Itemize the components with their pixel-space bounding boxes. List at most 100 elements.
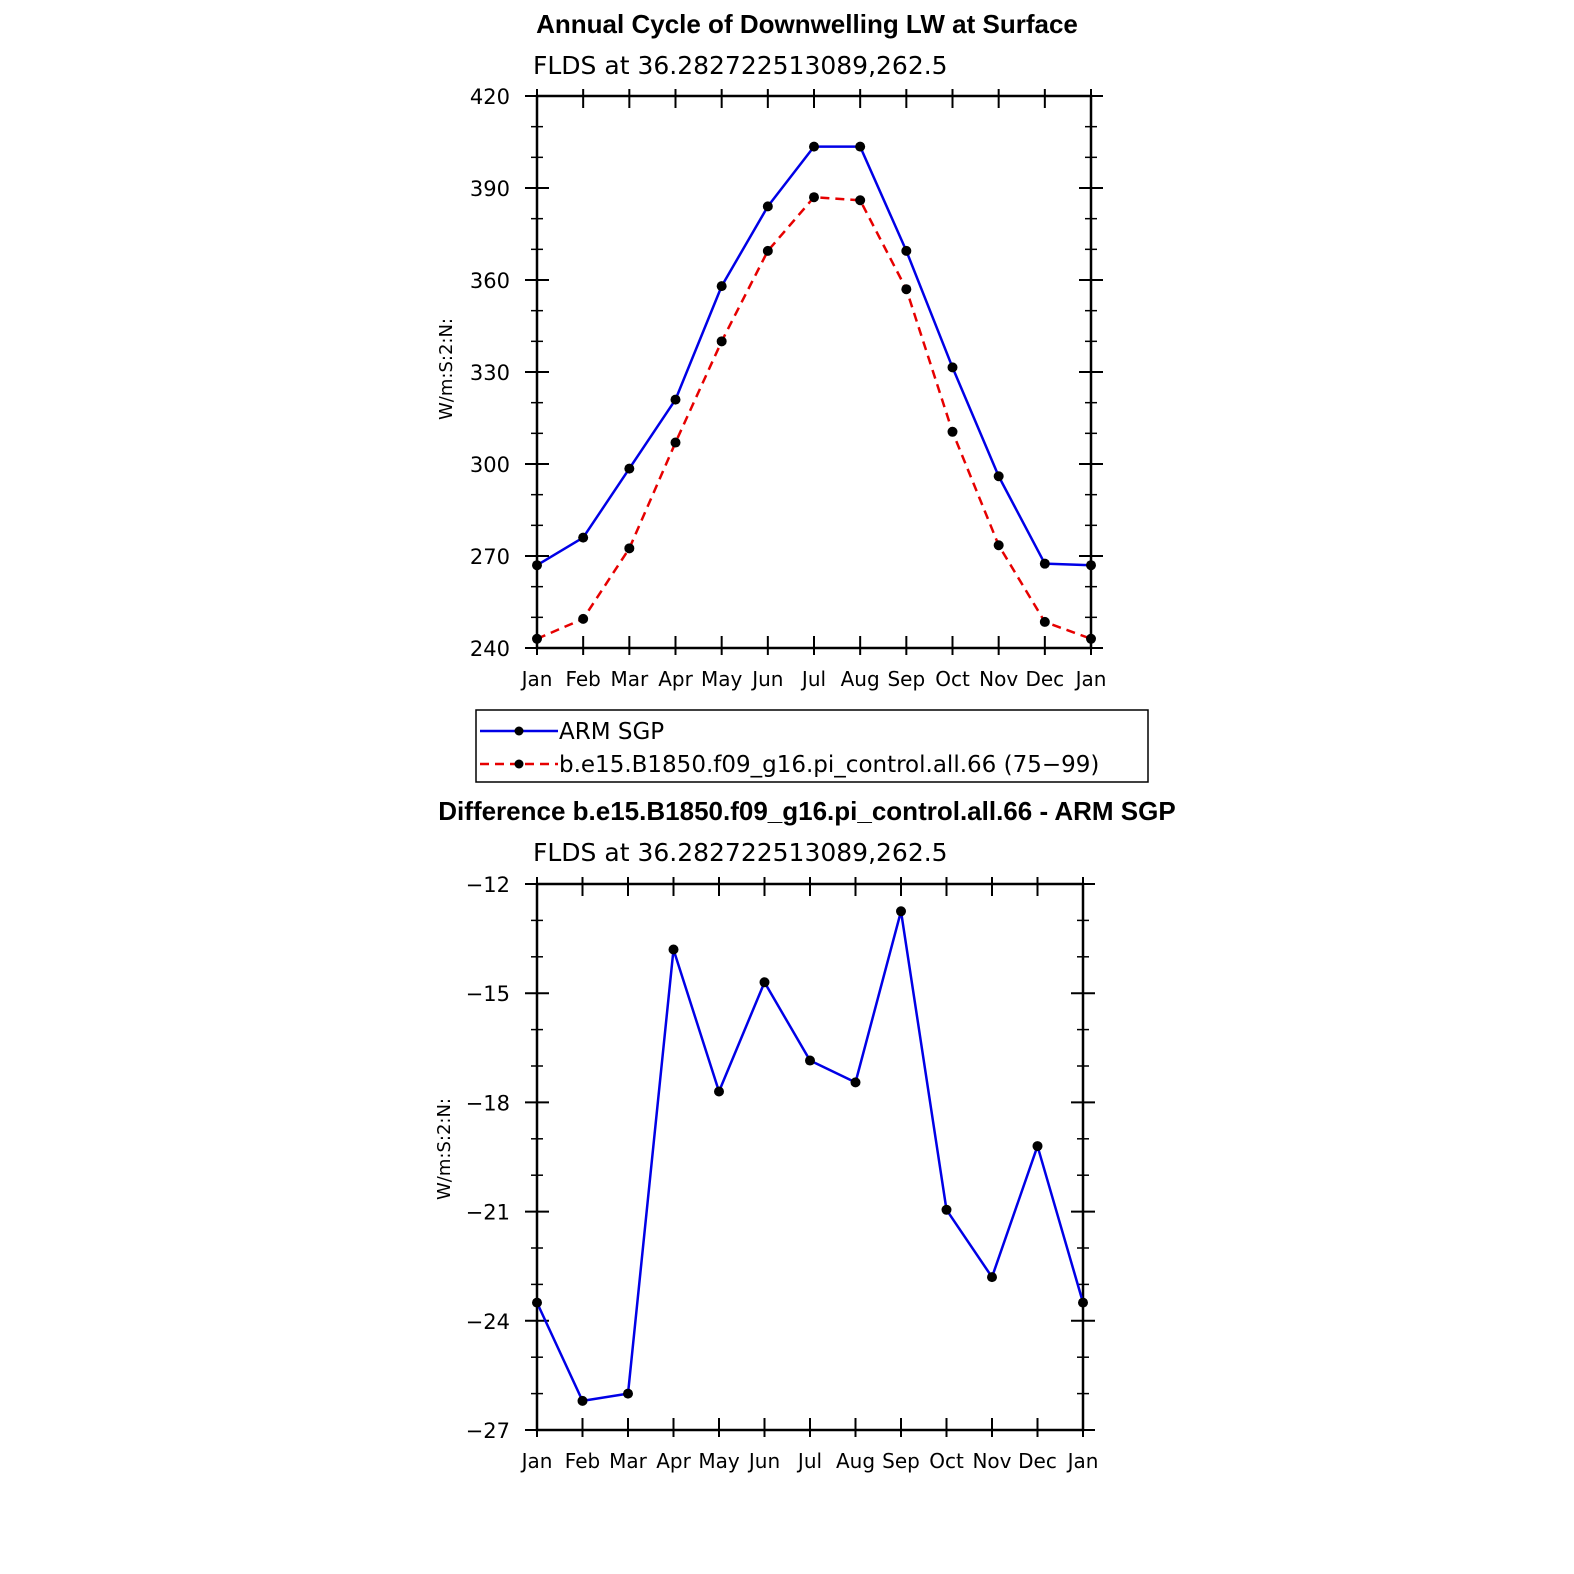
top-y-tick-label: 390 <box>470 177 510 201</box>
top-series-0-point <box>716 281 727 292</box>
bottom-series-0-point <box>668 944 679 955</box>
top-series-0-point <box>809 141 819 152</box>
bottom-x-tick-label: Mar <box>609 1449 648 1473</box>
bottom-y-tick-label: −15 <box>466 982 510 1006</box>
bottom-x-tick-label: Apr <box>656 1449 691 1473</box>
top-y-tick-label: 330 <box>470 361 510 385</box>
top-series-1-point <box>578 613 589 624</box>
bottom-series-0-point <box>805 1055 815 1066</box>
bottom-y-tick-label: −27 <box>466 1419 510 1443</box>
top-chart-title: Annual Cycle of Downwelling LW at Surfac… <box>536 9 1078 39</box>
bottom-x-tick-label: Feb <box>565 1449 600 1473</box>
top-y-tick-label: 300 <box>470 453 510 477</box>
bottom-chart-title: Difference b.e15.B1850.f09_g16.pi_contro… <box>438 796 1175 826</box>
bottom-x-tick-label: Jul <box>796 1449 822 1473</box>
top-series-0-point <box>624 463 635 474</box>
bottom-x-tick-label: Oct <box>929 1449 964 1473</box>
bottom-x-tick-label: May <box>698 1449 740 1473</box>
top-x-tick-label: Jan <box>1074 667 1107 691</box>
legend-marker-arm-sgp <box>514 726 524 736</box>
top-plot-frame <box>535 94 1093 650</box>
bottom-x-tick-label: Nov <box>972 1449 1011 1473</box>
top-x-tick-label: May <box>701 667 743 691</box>
bottom-series-0-point <box>941 1204 952 1215</box>
top-series-1-point <box>532 633 542 644</box>
top-x-tick-label: Mar <box>610 667 649 691</box>
bottom-y-tick-label: −18 <box>466 1091 510 1115</box>
bottom-plot-frame <box>535 882 1085 1432</box>
bottom-x-tick-label: Jun <box>747 1449 780 1473</box>
top-x-tick-label: Aug <box>841 667 880 691</box>
bottom-series-0-point <box>577 1395 588 1406</box>
top-series-0-point <box>670 394 681 405</box>
top-series-0-point <box>762 201 773 212</box>
bottom-series-0-point <box>714 1086 724 1097</box>
bottom-y-tick-label: −21 <box>466 1201 510 1225</box>
top-series-1-point <box>855 195 866 206</box>
bottom-series-0-point <box>1032 1141 1043 1152</box>
bottom-series-0-point <box>987 1272 997 1283</box>
difference-panel: Difference b.e15.B1850.f09_g16.pi_contro… <box>434 796 1176 1473</box>
top-series-0-point <box>993 471 1004 482</box>
bottom-y-axis-label: W/m:S:2:N: <box>434 1098 455 1200</box>
top-plot-area: Jan Feb Mar Apr May Jun Jul Aug Sep Oct Nov Dec Jan 2… <box>470 85 1107 691</box>
top-series-1-point <box>624 543 635 554</box>
top-y-axis-label: W/m:S:2:N: <box>436 318 457 420</box>
bottom-x-tick-label: Jan <box>1066 1449 1099 1473</box>
top-series-0-point <box>947 362 958 373</box>
top-series-0-point <box>1086 560 1096 571</box>
top-y-tick-label: 360 <box>470 269 510 293</box>
top-series-1-line <box>536 195 1092 640</box>
top-y-tick-label: 420 <box>470 85 510 109</box>
top-series-0-point <box>901 245 912 256</box>
bottom-series-0-point <box>1078 1297 1088 1308</box>
bottom-y-tick-label: −12 <box>466 873 510 897</box>
legend-label-model: b.e15.B1850.f09_g16.pi_control.all.66 (7… <box>559 752 1099 778</box>
top-x-tick-label: Jun <box>750 667 783 691</box>
top-x-tick-label: Dec <box>1025 667 1064 691</box>
bottom-series-0-point <box>623 1388 633 1399</box>
legend: ARM SGP b.e15.B1850.f09_g16.pi_control.a… <box>475 709 1149 783</box>
top-series-0-point <box>855 141 866 152</box>
top-series-1-point <box>762 245 773 256</box>
bottom-x-tick-label: Sep <box>882 1449 920 1473</box>
top-series-0-point <box>578 532 589 543</box>
bottom-plot-area: Jan Feb Mar Apr May Jun Jul Aug Sep Oct Nov Dec Jan−… <box>466 873 1099 1473</box>
top-series-1-point <box>1039 616 1050 627</box>
bottom-x-tick-label: Jan <box>520 1449 553 1473</box>
legend-label-arm-sgp: ARM SGP <box>559 719 664 745</box>
top-series-1-point <box>809 192 819 203</box>
top-x-tick-label: Apr <box>658 667 693 691</box>
top-x-tick-label: Jan <box>520 667 553 691</box>
bottom-y-tick-label: −24 <box>466 1310 510 1334</box>
annual-cycle-panel: Annual Cycle of Downwelling LW at Surfac… <box>436 9 1106 691</box>
top-series-1-point <box>670 437 681 448</box>
top-series-1-point <box>993 540 1004 551</box>
bottom-x-tick-label: Dec <box>1018 1449 1057 1473</box>
top-series-0-line <box>536 145 1092 567</box>
top-series-1-point <box>901 284 912 295</box>
top-series-0-point <box>1039 558 1050 569</box>
bottom-x-tick-label: Aug <box>836 1449 875 1473</box>
legend-marker-model <box>514 759 524 769</box>
bottom-chart-subtitle: FLDS at 36.282722513089,262.5 <box>533 838 948 867</box>
top-x-tick-label: Jul <box>800 667 826 691</box>
top-x-tick-label: Feb <box>565 667 600 691</box>
bottom-series-0-point <box>896 906 906 917</box>
top-series-1-point <box>716 336 727 347</box>
bottom-series-0-point <box>532 1297 542 1308</box>
bottom-series-0-point <box>759 977 770 988</box>
bottom-series-0-point <box>850 1077 861 1088</box>
top-y-tick-label: 240 <box>470 637 510 661</box>
top-series-0-point <box>532 560 542 571</box>
top-chart-subtitle: FLDS at 36.282722513089,262.5 <box>533 51 948 80</box>
top-x-tick-label: Sep <box>887 667 925 691</box>
top-y-tick-label: 270 <box>470 545 510 569</box>
legend-box <box>475 709 1149 783</box>
top-x-tick-label: Oct <box>935 667 970 691</box>
top-series-1-point <box>947 426 958 437</box>
top-series-1-point <box>1086 633 1096 644</box>
top-x-tick-label: Nov <box>979 667 1018 691</box>
bottom-series-0-line <box>535 910 1085 1403</box>
